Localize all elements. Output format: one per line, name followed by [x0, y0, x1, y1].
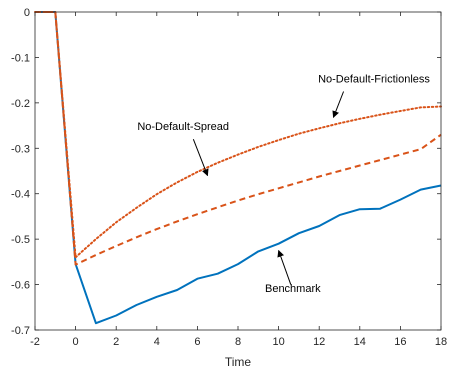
series-line-dashed: [35, 11, 442, 266]
annotation-arrow: [332, 91, 345, 119]
y-tick-label: -0.2: [11, 98, 30, 110]
series-line-dotted: [34, 11, 442, 259]
y-tick-label: 0: [24, 7, 30, 19]
x-tick-label: 2: [113, 336, 119, 348]
x-tick-label: 10: [272, 336, 284, 348]
x-axis-title: Time: [225, 355, 252, 369]
annotation-arrow: [192, 139, 209, 177]
x-tick-label: 18: [435, 336, 447, 348]
series-line-solid: [35, 11, 442, 325]
y-tick-label: -0.6: [11, 280, 30, 292]
y-tick-label: -0.4: [11, 189, 30, 201]
annotation-label: No-Default-Frictionless: [318, 73, 430, 85]
series-layer: [34, 11, 442, 325]
x-tick-label: 6: [194, 336, 200, 348]
x-tick-label: 4: [154, 336, 160, 348]
annotation-label: Benchmark: [265, 283, 321, 295]
x-tick-label: -2: [30, 336, 40, 348]
y-tick-label: -0.7: [11, 325, 30, 337]
plot-area: [35, 12, 441, 330]
x-tick-label: 14: [354, 336, 366, 348]
y-tick-label: -0.5: [11, 234, 30, 246]
x-tick-label: 12: [313, 336, 325, 348]
y-tick-label: -0.1: [11, 52, 30, 64]
annotation-layer: No-Default-Frictionless No-Default-Spread…: [137, 73, 430, 294]
x-tick-label: 0: [73, 336, 79, 348]
y-tick-label: -0.3: [11, 143, 30, 155]
annotation-arrow: [277, 249, 292, 285]
annotation-label: No-Default-Spread: [137, 121, 229, 133]
x-tick-label: 16: [394, 336, 406, 348]
axes-layer: -2 0 2 4 6 8 10 12 14 16 18 0 -0.1 -0.2 -0.3 -0.4 -0.5 -0…: [11, 7, 447, 348]
x-tick-label: 8: [235, 336, 241, 348]
